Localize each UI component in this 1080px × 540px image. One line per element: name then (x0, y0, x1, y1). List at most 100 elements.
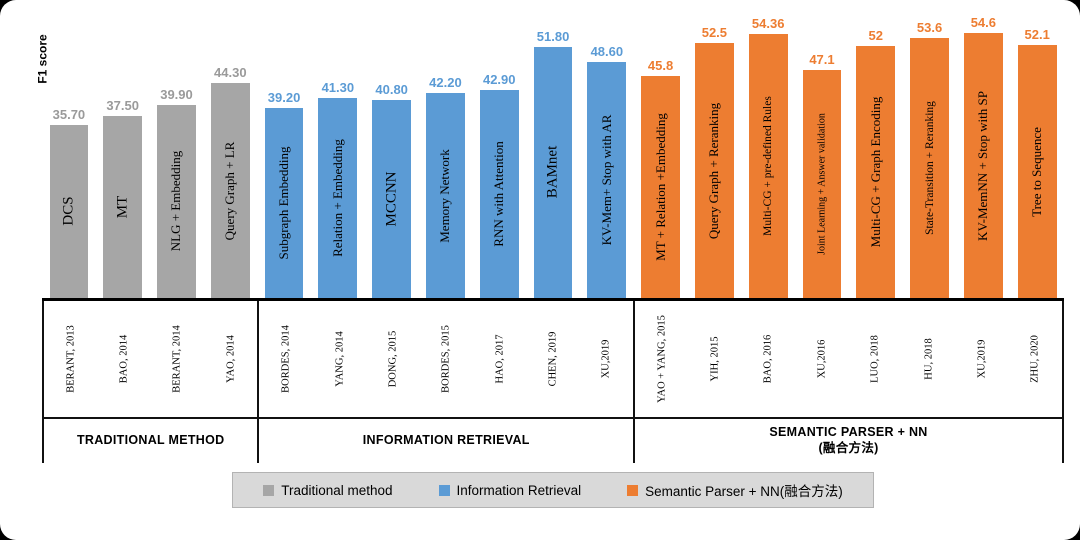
group-title-line2: (融合方法) (818, 441, 879, 455)
year-column: HAO, 2017 (473, 301, 526, 417)
year-label: BORDES, 2014 (280, 325, 292, 393)
group-title-semantic-parser-nn: SEMANTIC PARSER + NN (融合方法) (635, 417, 1062, 463)
bar-query-graph-reranking: Query Graph + Reranking (695, 43, 734, 298)
bar-value-label: 42.90 (482, 71, 516, 87)
year-column: BORDES, 2014 (259, 301, 312, 417)
bar-value-label: 52 (868, 27, 883, 43)
year-label: HU, 2018 (923, 338, 935, 380)
year-label: XU,2019 (976, 339, 988, 379)
bar-query-graph-lr: Query Graph + LR (210, 83, 250, 298)
year-column: ZHU, 2020 (1009, 301, 1062, 417)
bar-text-label: Query Graph + LR (222, 141, 238, 240)
year-column: XU,2019 (580, 301, 633, 417)
bar-column: 39.90 NLG + Embedding (150, 86, 204, 298)
bar-joint-learning-answer-validation: Joint Learning + Answer validation (802, 69, 842, 298)
year-labels: YAO + YANG, 2015 YIH, 2015 BAO, 2016 XU,201… (635, 301, 1062, 417)
chart-area: F1 score 35.70 DCS 37.50 MT 39.90 NLG + Embed… (36, 8, 1064, 508)
bar-group-traditional-method: 35.70 DCS 37.50 MT 39.90 NLG + Embedding 44.30… (42, 8, 257, 298)
bar-value-label: 37.50 (106, 98, 139, 114)
axis-group-semantic-parser-nn: YAO + YANG, 2015 YIH, 2015 BAO, 2016 XU,201… (633, 301, 1064, 463)
group-title-line1: INFORMATION RETRIEVAL (362, 433, 530, 448)
bar-column: 54.6 KV-MemNN + Stop with SP (956, 15, 1010, 298)
year-label: YAO + YANG, 2015 (656, 315, 668, 403)
bar-column: 47.1 Joint Learning + Answer validation (795, 52, 849, 298)
bar-text-label: Multi-CG + pre-defined Rules (762, 96, 775, 237)
bar-value-label: 44.30 (214, 65, 247, 81)
legend-swatch-icon (438, 484, 450, 496)
bar-column: 54.36 Multi-CG + pre-defined Rules (741, 16, 795, 298)
bar-tree-to-sequence: Tree to Sequence (1017, 45, 1057, 298)
bar-value-label: 47.1 (809, 51, 835, 67)
bar-value-label: 54.36 (751, 16, 785, 32)
y-axis-label: F1 score (35, 34, 50, 84)
bar-column: 42.90 RNN with Attention (472, 72, 526, 298)
bar-column: 41.30 Relation + Embedding (311, 80, 365, 298)
bar-text-label: DCS (60, 196, 77, 227)
year-label: XU,2016 (816, 339, 828, 379)
year-column: BAO, 2016 (742, 301, 795, 417)
group-title-line1: SEMANTIC PARSER + NN (769, 425, 928, 440)
bar-kv-mem-stop-with-ar: KV-Mem+ Stop with AR (587, 62, 627, 298)
bar-column: 48.60 KV-Mem+ Stop with AR (580, 44, 634, 298)
year-label: BAO, 2014 (118, 334, 130, 384)
axis-group-information-retrieval: BORDES, 2014 YANG, 2014 DONG, 2015 BORDES, … (257, 301, 634, 463)
bar-value-label: 39.90 (160, 86, 193, 102)
bar-value-label: 45.8 (647, 57, 674, 73)
legend-item-information-retrieval: Information Retrieval (438, 482, 582, 498)
bar-column: 39.20 Subgraph Embedding (257, 90, 311, 298)
bar-mt: MT (103, 116, 143, 298)
year-label: BERANT, 2014 (171, 325, 183, 393)
legend-label: Traditional method (281, 482, 393, 498)
year-label: BERANT, 2013 (65, 325, 77, 393)
bar-value-label: 51.80 (536, 28, 570, 44)
bar-column: 42.20 Memory Network (419, 75, 473, 298)
bar-nlg-embedding: NLG + Embedding (157, 104, 196, 298)
bar-text-label: BAMnet (544, 146, 561, 199)
year-label: DONG, 2015 (387, 330, 399, 388)
bar-state-transition-reranking: State-Transition + Reranking (910, 38, 949, 298)
bar-column: 37.50 MT (96, 98, 150, 298)
year-label: ZHU, 2020 (1029, 335, 1041, 383)
year-column: BAO, 2014 (97, 301, 150, 417)
year-column: DONG, 2015 (366, 301, 419, 417)
bar-value-label: 41.30 (321, 79, 355, 95)
bar-text-label: NLG + Embedding (168, 151, 184, 252)
year-label: YIH, 2015 (709, 336, 721, 382)
year-column: BERANT, 2013 (44, 301, 97, 417)
year-column: CHEN, 2019 (526, 301, 579, 417)
bar-text-label: State-Transition + Reranking (923, 101, 936, 235)
bar-column: 53.6 State-Transition + Reranking (903, 20, 957, 298)
year-label: CHEN, 2019 (547, 331, 559, 387)
bar-text-label: Multi-CG + Graph Encoding (867, 96, 883, 248)
axis-group-traditional-method: BERANT, 2013 BAO, 2014 BERANT, 2014 YAO, 20… (42, 301, 258, 463)
bar-text-label: Tree to Sequence (1029, 126, 1045, 217)
axis-row: BERANT, 2013 BAO, 2014 BERANT, 2014 YAO, 20… (42, 301, 1064, 463)
year-label: BAO, 2016 (762, 334, 774, 384)
year-column: YAO, 2014 (204, 301, 257, 417)
year-column: LUO, 2018 (849, 301, 902, 417)
bar-value-label: 40.80 (375, 82, 408, 98)
year-label: BORDES, 2015 (440, 325, 452, 393)
bar-kv-memnn-stop-with-sp: KV-MemNN + Stop with SP (964, 33, 1003, 298)
bar-text-label: KV-MemNN + Stop with SP (975, 90, 991, 241)
year-column: XU,2016 (795, 301, 848, 417)
bar-text-label: KV-Mem+ Stop with AR (598, 114, 614, 246)
year-label: XU,2019 (600, 339, 612, 379)
bar-column: 52.5 Query Graph + Reranking (687, 25, 741, 298)
bar-value-label: 52.1 (1024, 27, 1050, 43)
bar-mccnn: MCCNN (372, 100, 411, 298)
legend-swatch-icon (263, 484, 275, 496)
bar-column: 51.80 BAMnet (526, 29, 580, 298)
bar-multi-cg-graph-encoding: Multi-CG + Graph Encoding (856, 45, 896, 298)
bar-value-label: 52.5 (701, 25, 728, 41)
bar-value-label: 42.20 (429, 75, 462, 91)
bar-column: 44.30 Query Graph + LR (203, 65, 257, 298)
bar-text-label: RNN with Attention (491, 141, 507, 247)
legend-label: Information Retrieval (456, 482, 582, 498)
bar-mt-relation-embedding: MT + Relation +Embedding (641, 75, 680, 298)
group-title-line1: TRADITIONAL METHOD (76, 433, 225, 448)
bar-text-label: Joint Learning + Answer validation (816, 112, 828, 255)
bar-memory-network: Memory Network (426, 93, 465, 298)
bar-subgraph-embedding: Subgraph Embedding (264, 107, 304, 298)
